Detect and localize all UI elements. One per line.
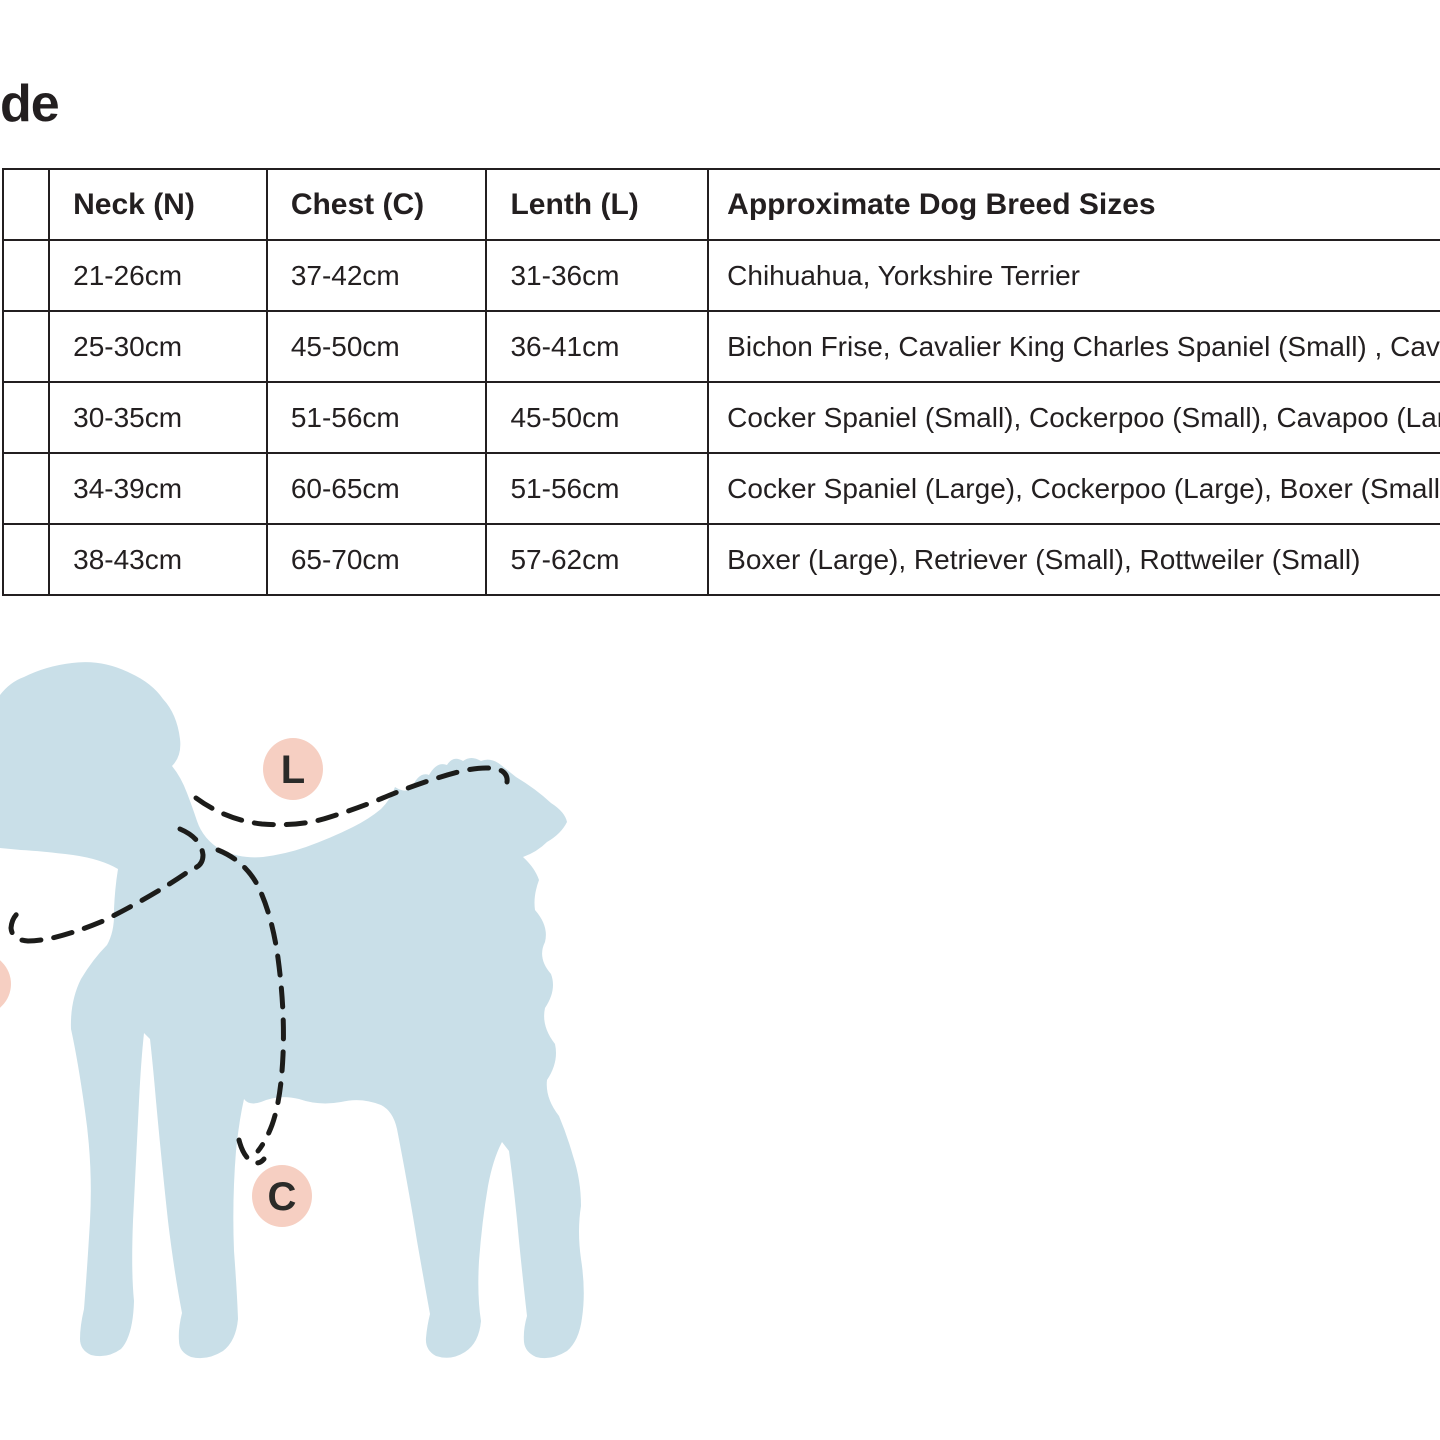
table-header-row: Neck (N) Chest (C) Lenth (L) Approximate…: [1, 168, 1440, 241]
cell-breeds: Cocker Spaniel (Large), Cockerpoo (Large…: [707, 452, 1440, 525]
header-breeds: Approximate Dog Breed Sizes: [707, 168, 1440, 241]
table-row: 38-43cm 65-70cm 57-62cm Boxer (Large), R…: [1, 523, 1440, 596]
cell-length: 36-41cm: [485, 310, 710, 383]
cell-breeds: Bichon Frise, Cavalier King Charles Span…: [707, 310, 1440, 383]
cell-length: 51-56cm: [485, 452, 710, 525]
table-row: 21-26cm 37-42cm 31-36cm Chihuahua, Yorks…: [1, 239, 1440, 312]
size-guide-table: Neck (N) Chest (C) Lenth (L) Approximate…: [1, 168, 1440, 596]
length-badge-circle: [263, 738, 323, 800]
length-badge-letter: L: [281, 748, 305, 792]
cell-neck: 34-39cm: [48, 452, 268, 525]
neck-measure-line: [8, 826, 206, 944]
header-chest: Chest (C): [265, 168, 488, 241]
dog-measurement-diagram: L C: [0, 662, 584, 1359]
cell-neck: 38-43cm: [48, 523, 268, 596]
cell-chest: 37-42cm: [265, 239, 488, 312]
table-row: 34-39cm 60-65cm 51-56cm Cocker Spaniel (…: [1, 452, 1440, 525]
header-length: Lenth (L): [485, 168, 710, 241]
chest-badge-circle: [252, 1165, 312, 1227]
cell-neck: 30-35cm: [48, 381, 268, 454]
table-row: 30-35cm 51-56cm 45-50cm Cocker Spaniel (…: [1, 381, 1440, 454]
chest-line-end-tick: [236, 1137, 267, 1166]
cell-length: 31-36cm: [485, 239, 710, 312]
cell-length: 57-62cm: [485, 523, 710, 596]
table-row: 25-30cm 45-50cm 36-41cm Bichon Frise, Ca…: [1, 310, 1440, 383]
cell-neck: 25-30cm: [48, 310, 268, 383]
cell-breeds: Boxer (Large), Retriever (Small), Rottwe…: [707, 523, 1440, 596]
cell-size: [1, 452, 51, 525]
page-title: de: [0, 75, 60, 133]
cell-chest: 51-56cm: [265, 381, 488, 454]
dog-silhouette: [0, 662, 584, 1359]
cell-chest: 60-65cm: [265, 452, 488, 525]
cell-size: [1, 310, 51, 383]
header-size: [1, 168, 51, 241]
chest-badge-letter: C: [268, 1175, 297, 1219]
measurement-badges: L C: [0, 738, 323, 1227]
length-measure-line: [193, 765, 510, 828]
cell-neck: 21-26cm: [48, 239, 268, 312]
cell-chest: 65-70cm: [265, 523, 488, 596]
cell-chest: 45-50cm: [265, 310, 488, 383]
neck-badge-circle: [0, 960, 11, 1008]
cell-size: [1, 381, 51, 454]
cell-size: [1, 239, 51, 312]
cell-size: [1, 523, 51, 596]
cell-breeds: Chihuahua, Yorkshire Terrier: [707, 239, 1440, 312]
header-neck: Neck (N): [48, 168, 268, 241]
cell-length: 45-50cm: [485, 381, 710, 454]
cell-breeds: Cocker Spaniel (Small), Cockerpoo (Small…: [707, 381, 1440, 454]
chest-measure-line: [215, 847, 286, 1154]
measurement-lines: [8, 765, 510, 1166]
